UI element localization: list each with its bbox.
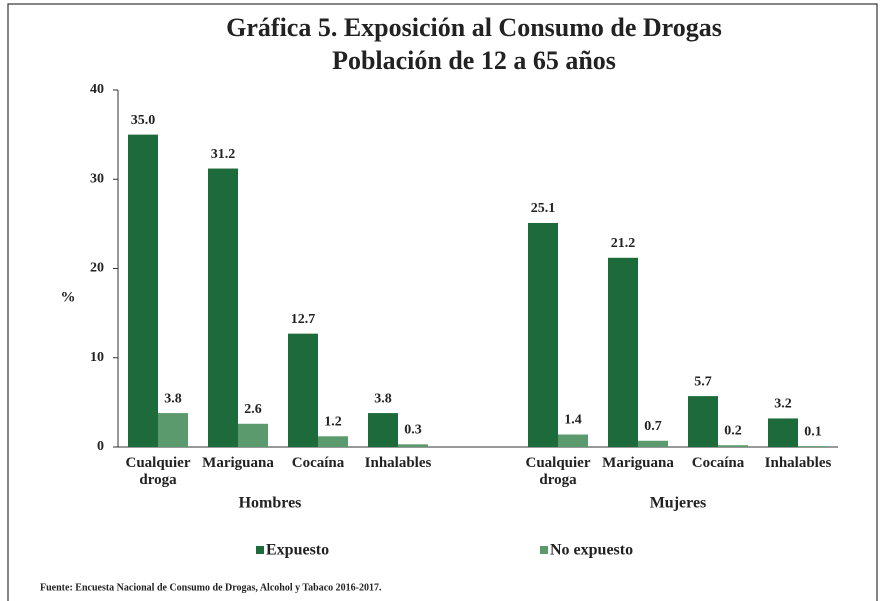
y-tick-label: 0 <box>97 439 104 454</box>
value-label: 25.1 <box>531 201 556 216</box>
legend-label: Expuesto <box>266 542 329 559</box>
bar <box>638 440 668 447</box>
value-label: 21.2 <box>611 236 636 251</box>
bar <box>688 396 718 447</box>
legend-swatch <box>540 546 548 554</box>
bar <box>398 444 428 447</box>
bar <box>208 168 238 448</box>
value-label: 0.3 <box>404 423 422 438</box>
value-label: 5.7 <box>694 374 712 389</box>
bar <box>158 413 188 447</box>
value-label: 3.8 <box>374 391 392 406</box>
y-tick-label: 40 <box>90 82 104 97</box>
bar <box>238 423 268 447</box>
x-tick-label: Inhalables <box>764 455 832 471</box>
bar <box>558 434 588 447</box>
value-label: 1.2 <box>324 415 342 430</box>
bar <box>288 333 318 447</box>
bar <box>318 436 348 447</box>
x-tick-label: Cocaína <box>691 455 745 471</box>
y-tick-label: 20 <box>90 261 104 276</box>
legend-swatch <box>256 546 264 554</box>
bar <box>768 418 798 447</box>
bar <box>798 446 828 447</box>
bar <box>128 134 158 447</box>
value-label: 12.7 <box>291 312 316 327</box>
y-tick-label: 10 <box>90 350 104 365</box>
y-axis-label: % <box>61 289 76 305</box>
value-label: 0.1 <box>804 424 822 439</box>
legend-label: No expuesto <box>550 542 633 559</box>
x-tick-label: Inhalables <box>364 455 432 471</box>
value-label: 35.0 <box>131 113 156 128</box>
bar <box>368 413 398 447</box>
chart-subtitle: Población de 12 a 65 años <box>332 46 616 75</box>
value-label: 0.7 <box>644 419 662 434</box>
value-label: 2.6 <box>244 402 262 417</box>
value-label: 0.2 <box>724 423 742 438</box>
group-label: Hombres <box>239 495 302 512</box>
value-label: 3.2 <box>774 397 792 412</box>
value-label: 31.2 <box>211 147 236 162</box>
bar <box>528 222 558 447</box>
group-label: Mujeres <box>650 495 707 512</box>
chart-title: Gráfica 5. Exposición al Consumo de Drog… <box>226 13 722 42</box>
y-tick-label: 30 <box>90 171 104 186</box>
frame <box>7 3 878 601</box>
bar <box>718 445 748 447</box>
value-label: 3.8 <box>164 391 182 406</box>
x-tick-label: Mariguana <box>202 455 274 471</box>
x-tick-label: Cualquier droga <box>525 455 591 488</box>
x-tick-label: Cocaína <box>291 455 345 471</box>
source-note: Fuente: Encuesta Nacional de Consumo de … <box>40 582 382 593</box>
x-tick-label: Cualquier droga <box>125 455 191 488</box>
value-label: 1.4 <box>564 413 582 428</box>
bar <box>608 257 638 447</box>
x-tick-label: Mariguana <box>602 455 674 471</box>
